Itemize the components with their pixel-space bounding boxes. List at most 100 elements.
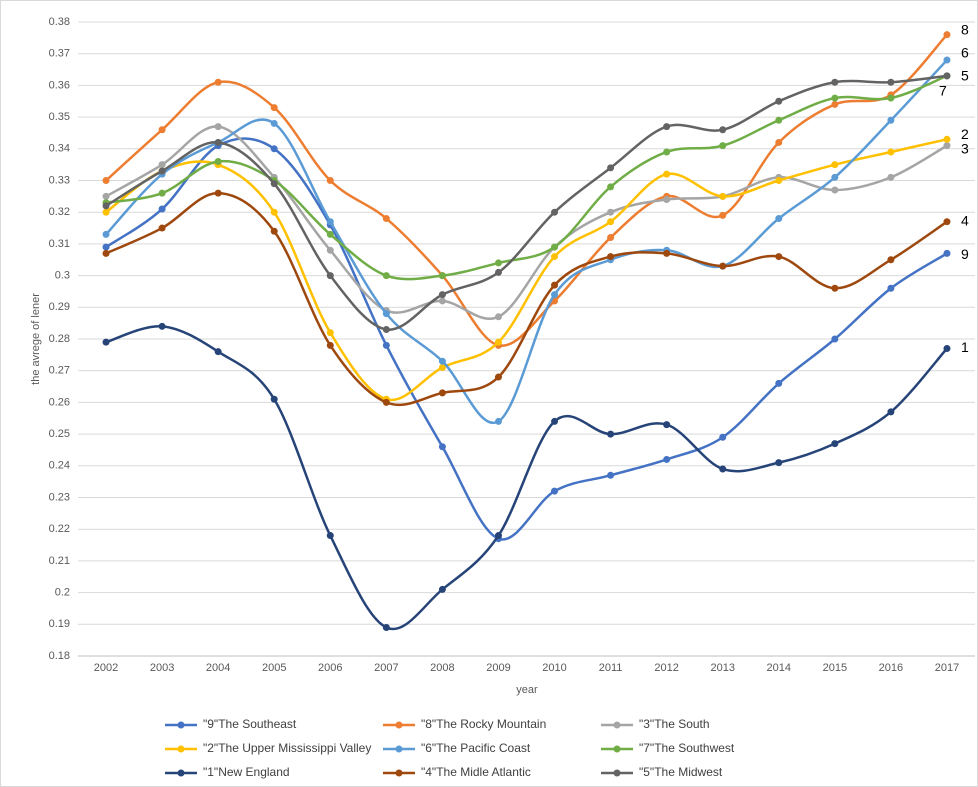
x-tick-label: 2009 <box>486 662 510 674</box>
x-tick-label: 2002 <box>94 662 118 674</box>
data-point <box>607 208 615 216</box>
data-point <box>382 623 390 631</box>
data-point <box>943 249 951 257</box>
x-tick-label: 2003 <box>150 662 174 674</box>
end-label: 3 <box>961 140 969 156</box>
data-point <box>551 281 559 289</box>
data-point <box>831 94 839 102</box>
data-point <box>438 585 446 593</box>
end-label: 6 <box>961 45 969 61</box>
data-point <box>494 373 502 381</box>
data-point <box>551 487 559 495</box>
data-point <box>831 78 839 86</box>
data-point <box>326 246 334 254</box>
data-point <box>102 243 110 251</box>
data-point <box>382 215 390 223</box>
y-tick-label: 0.35 <box>49 111 70 123</box>
y-tick-label: 0.22 <box>49 523 70 535</box>
data-point <box>382 272 390 280</box>
data-point <box>102 192 110 200</box>
data-point <box>382 341 390 349</box>
data-point <box>102 202 110 210</box>
data-point <box>719 433 727 441</box>
data-point <box>943 56 951 64</box>
data-point <box>102 208 110 216</box>
data-point <box>887 116 895 124</box>
data-point <box>775 253 783 261</box>
data-point <box>102 177 110 184</box>
legend-label: "3"The South <box>639 717 710 731</box>
y-tick-label: 0.29 <box>49 301 70 313</box>
data-point <box>158 322 166 330</box>
data-point <box>494 313 502 321</box>
legend-marker <box>177 745 185 753</box>
data-point <box>158 161 166 169</box>
y-tick-label: 0.23 <box>49 491 70 503</box>
data-point <box>607 471 615 479</box>
data-point <box>326 341 334 349</box>
data-point <box>831 440 839 448</box>
data-point <box>382 325 390 333</box>
data-point <box>831 161 839 169</box>
y-tick-label: 0.21 <box>49 555 70 567</box>
data-point <box>831 173 839 181</box>
legend-label: "5"The Midwest <box>639 765 723 779</box>
data-point <box>214 138 222 146</box>
x-tick-label: 2014 <box>767 662 791 674</box>
data-point <box>270 104 278 112</box>
legend-label: "2"The Upper Mississippi Valley <box>203 741 371 755</box>
data-point <box>887 284 895 292</box>
data-point <box>719 142 727 150</box>
data-point <box>775 97 783 105</box>
data-point <box>775 138 783 146</box>
data-point <box>158 224 166 232</box>
data-point <box>326 177 334 184</box>
data-point <box>214 123 222 131</box>
end-label: 7 <box>939 83 947 99</box>
data-point <box>831 100 839 108</box>
data-point <box>102 249 110 257</box>
data-point <box>438 291 446 299</box>
data-point <box>663 455 671 463</box>
legend-label: "8"The Rocky Mountain <box>421 717 546 731</box>
data-point <box>438 272 446 280</box>
y-tick-label: 0.19 <box>49 618 70 630</box>
data-point <box>214 189 222 197</box>
data-point <box>494 417 502 425</box>
legend-label: "4"The Midle Atlantic <box>421 765 531 779</box>
data-point <box>607 164 615 172</box>
y-axis-title: the avrege of lener <box>30 293 42 385</box>
data-point <box>326 218 334 226</box>
series-line <box>105 74 948 281</box>
data-point <box>494 268 502 276</box>
data-point <box>551 417 559 425</box>
data-point <box>663 123 671 131</box>
data-point <box>607 234 615 242</box>
data-point <box>775 116 783 124</box>
data-point <box>887 78 895 86</box>
end-label: 2 <box>961 126 969 142</box>
data-point <box>663 196 671 204</box>
data-point <box>214 78 222 86</box>
data-point <box>438 297 446 305</box>
series-line <box>105 125 948 320</box>
series-line <box>105 191 948 407</box>
data-point <box>943 135 951 143</box>
data-point <box>326 272 334 280</box>
data-point <box>831 186 839 194</box>
data-point <box>943 31 951 39</box>
data-point <box>887 256 895 264</box>
data-point <box>326 532 334 540</box>
y-tick-label: 0.25 <box>49 428 70 440</box>
data-point <box>943 218 951 226</box>
x-tick-label: 2010 <box>542 662 566 674</box>
data-point <box>158 189 166 197</box>
y-tick-label: 0.28 <box>49 333 70 345</box>
series-line <box>105 74 948 331</box>
legend-label: "9"The Southeast <box>203 717 297 731</box>
x-tick-label: 2008 <box>430 662 454 674</box>
data-point <box>607 183 615 191</box>
data-point <box>663 170 671 178</box>
